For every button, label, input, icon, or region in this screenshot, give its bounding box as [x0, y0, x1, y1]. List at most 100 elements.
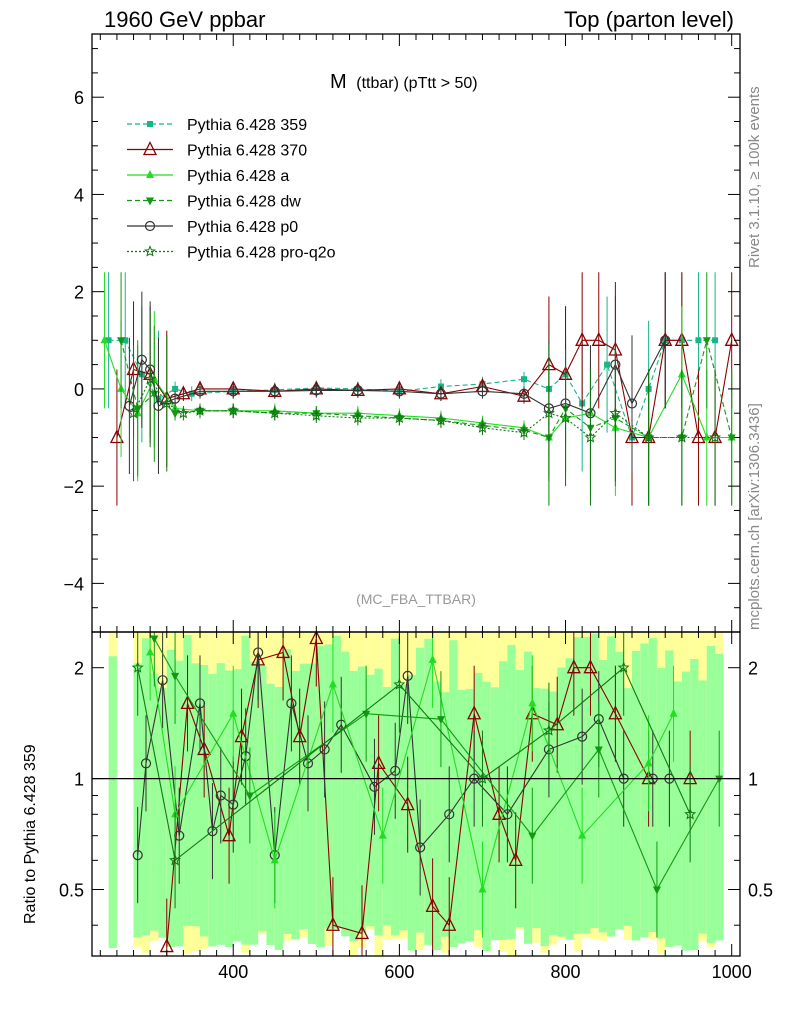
- ratio-point: [132, 849, 143, 861]
- ratio-point: [131, 661, 144, 673]
- ratio-y-tick-label: 2: [74, 659, 84, 679]
- data-point: [609, 406, 622, 419]
- ratio-point: [222, 827, 237, 842]
- ratio-point: [608, 705, 623, 720]
- legend-label-pp0: Pythia 6.428 p0: [187, 219, 298, 236]
- data-point: [709, 431, 722, 443]
- ratio-point: [566, 659, 581, 674]
- ratio-point: [594, 746, 603, 755]
- ratio-band-green: [532, 688, 541, 929]
- legend-label-p370: Pythia 6.428 370: [187, 143, 307, 160]
- ratio-point: [371, 754, 386, 770]
- data-point: [604, 361, 611, 368]
- ratio-point: [207, 826, 218, 837]
- ratio-band-green: [407, 674, 416, 951]
- data-point: [626, 398, 638, 409]
- ratio-point: [578, 830, 587, 839]
- ratio-band-green: [291, 670, 300, 940]
- data-point: [169, 393, 181, 404]
- ratio-band-green: [133, 663, 142, 938]
- plot-title-main: M: [330, 71, 347, 93]
- ratio-point: [171, 672, 180, 681]
- ratio-point: [390, 765, 401, 776]
- x-tick-label: 400: [218, 962, 248, 982]
- data-point: [269, 386, 280, 397]
- ratio-point: [194, 698, 206, 709]
- ratio-band-green: [582, 636, 591, 934]
- ratio-band-green: [399, 684, 408, 931]
- y-tick-label: 2: [74, 283, 84, 303]
- data-point: [393, 411, 406, 424]
- ratio-y-axis-label: Ratio to Pythia 6.428 359: [22, 744, 39, 924]
- ratio-point: [292, 728, 307, 743]
- ratio-band-green: [150, 673, 159, 931]
- ratio-band-green: [249, 661, 259, 945]
- ratio-y-tick-label: 0.5: [59, 881, 84, 901]
- data-point: [193, 404, 207, 416]
- ratio-band-green: [357, 666, 367, 933]
- ratio-point: [309, 630, 324, 645]
- ratio-band-green: [607, 636, 616, 937]
- ratio-band-green: [416, 647, 425, 933]
- legend-marker-pdw: [146, 197, 154, 206]
- ratio-point: [180, 694, 195, 710]
- data-point: [310, 409, 323, 421]
- side-label-rivet: Rivet 3.1.10, ≥ 100k events: [746, 86, 763, 268]
- data-point: [100, 335, 109, 344]
- ratio-point: [436, 716, 445, 725]
- ratio-y-tick-label: 1: [74, 770, 84, 790]
- ratio-point: [229, 708, 238, 717]
- data-point: [518, 388, 530, 399]
- data-point: [351, 411, 364, 424]
- ratio-point: [393, 678, 406, 690]
- y-tick-label: 0: [74, 380, 84, 400]
- ratio-y-tick-label-right: 1: [748, 770, 758, 790]
- y-tick-label: −2: [63, 477, 84, 497]
- ratio-point: [402, 670, 413, 682]
- ratio-point: [245, 792, 254, 801]
- ratio-band-green: [308, 663, 317, 944]
- y-tick-label: 6: [74, 88, 84, 108]
- data-point: [702, 432, 711, 441]
- ratio-point: [215, 790, 226, 801]
- data-point: [559, 411, 572, 424]
- ratio-y-tick-label-right: 2: [748, 659, 758, 679]
- ratio-point: [425, 897, 440, 913]
- legend-marker-pa: [146, 170, 154, 178]
- data-point: [352, 385, 363, 396]
- ratio-point: [415, 842, 426, 853]
- legend: Pythia 6.428 359 Pythia 6.428 370 Pythia 6…: [127, 117, 336, 262]
- ratio-point: [428, 654, 437, 663]
- data-point: [542, 406, 555, 419]
- data-point: [171, 410, 180, 419]
- analysis-label: (MC_FBA_TTBAR): [356, 591, 476, 607]
- ratio-band-green: [332, 635, 342, 929]
- ratio-point: [157, 675, 168, 686]
- ratio-band-green: [191, 663, 200, 927]
- ratio-band-green: [266, 683, 275, 946]
- ratio-point: [715, 775, 724, 784]
- x-tick-label: 1000: [712, 962, 752, 982]
- data-point: [724, 331, 739, 346]
- ratio-point: [508, 851, 523, 866]
- ratio-band-green: [524, 651, 533, 944]
- ratio-point: [550, 716, 565, 731]
- data-point: [435, 388, 447, 399]
- data-point: [675, 431, 688, 443]
- ratio-point: [378, 830, 387, 839]
- ratio-band-green: [316, 645, 325, 948]
- data-point: [477, 386, 488, 397]
- ratio-band-green: [632, 650, 641, 941]
- legend-label-pdw: Pythia 6.428 dw: [187, 194, 301, 211]
- ratio-point: [577, 731, 588, 742]
- x-tick-label: 800: [551, 962, 581, 982]
- ratio-series-group: [92, 630, 740, 956]
- ratio-band-green: [158, 688, 167, 938]
- ratio-point: [197, 740, 212, 756]
- ratio-band-green: [557, 667, 566, 937]
- data-point: [176, 385, 191, 400]
- ratio-point: [253, 647, 264, 658]
- data-point: [712, 337, 719, 344]
- ratio-series-p370: [159, 630, 698, 956]
